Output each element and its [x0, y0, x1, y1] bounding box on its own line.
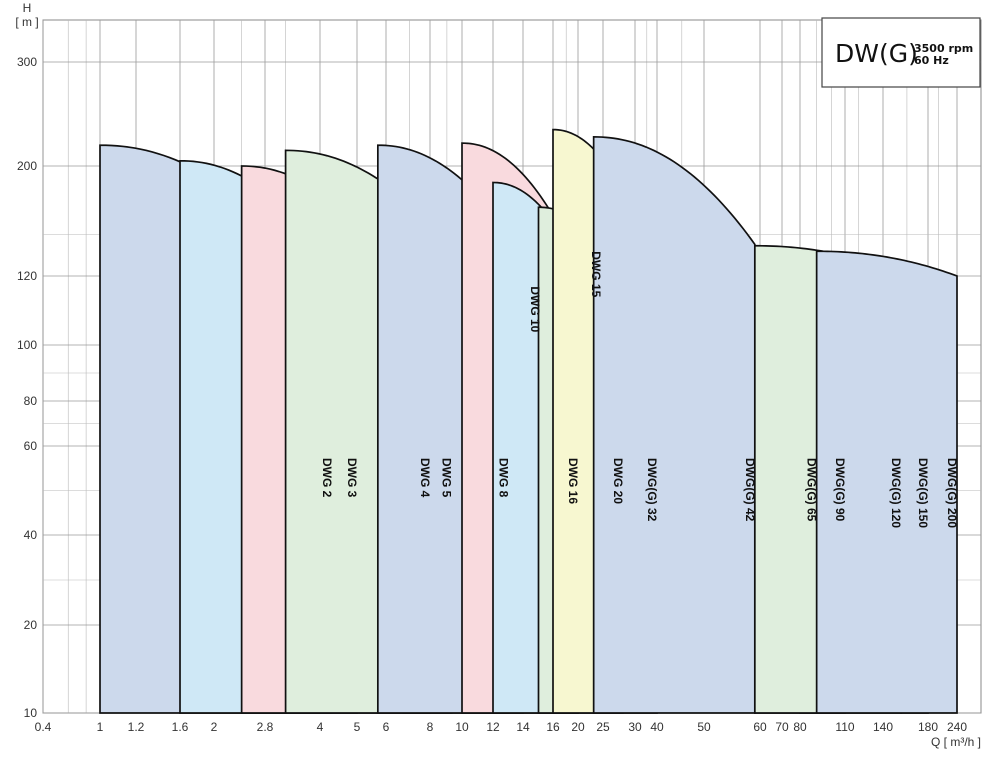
x-tick-label: 180 — [918, 720, 938, 734]
y-tick-label: 80 — [24, 394, 38, 408]
y-tick-label: 10 — [24, 706, 38, 720]
pump-area-dwg-g-42 — [592, 136, 756, 714]
y-tick-label: 120 — [17, 269, 37, 283]
y-tick-label: 100 — [17, 338, 37, 352]
y-tick-label: 200 — [17, 159, 37, 173]
x-tick-label: 60 — [753, 720, 767, 734]
chart-title: DW(G) — [835, 39, 918, 68]
chart-title-box: DW(G) 3500 rpm 60 Hz — [821, 17, 981, 88]
y-tick-label: 300 — [17, 55, 37, 69]
pump-label: DWG 15 — [589, 251, 603, 297]
x-tick-label: 5 — [354, 720, 361, 734]
pump-label: DWG(G) 90 — [833, 458, 847, 522]
pump-curves — [99, 128, 958, 714]
pump-label: DWG(G) 200 — [945, 458, 959, 528]
y-tick-label: 40 — [24, 528, 38, 542]
x-tick-label: 16 — [546, 720, 560, 734]
pump-area-dwg-g-200 — [815, 250, 958, 714]
pump-label: DWG 4 — [418, 458, 432, 498]
y-tick-labels: 10 20 40 60 80 100 120 200 300 — [17, 55, 37, 720]
x-tick-label: 1 — [97, 720, 104, 734]
y-axis-unit: [ m ] — [15, 15, 38, 29]
x-tick-label: 140 — [873, 720, 893, 734]
pump-label: DWG 2 — [320, 458, 334, 498]
pump-label: DWG 8 — [497, 458, 511, 498]
pump-label: DWG 3 — [345, 458, 359, 498]
x-tick-labels: 0.4 1 1.2 1.6 2 2.8 4 5 6 8 10 12 14 16 20 25 30 40 50 60 70… — [35, 720, 968, 734]
pump-label: DWG(G) 42 — [743, 458, 757, 522]
x-tick-label: 2.8 — [257, 720, 274, 734]
pump-label: DWG 20 — [611, 458, 625, 504]
x-tick-label: 50 — [697, 720, 711, 734]
x-tick-label: 1.2 — [128, 720, 145, 734]
x-tick-label: 30 — [628, 720, 642, 734]
x-tick-label: 2 — [211, 720, 218, 734]
pump-label: DWG(G) 32 — [645, 458, 659, 522]
pump-label: DWG 5 — [440, 458, 454, 498]
y-tick-label: 20 — [24, 618, 38, 632]
x-tick-label: 20 — [571, 720, 585, 734]
x-tick-label: 4 — [317, 720, 324, 734]
x-tick-label: 6 — [383, 720, 390, 734]
x-tick-label: 8 — [427, 720, 434, 734]
x-tick-label: 80 — [793, 720, 807, 734]
x-tick-label: 0.4 — [35, 720, 52, 734]
x-tick-label: 1.6 — [172, 720, 189, 734]
pump-label: DWG(G) 150 — [916, 458, 930, 528]
x-tick-label: 14 — [516, 720, 530, 734]
pump-label: DWG(G) 65 — [805, 458, 819, 522]
x-tick-label: 10 — [455, 720, 469, 734]
x-axis-title: Q [ m³/h ] — [931, 735, 981, 749]
chart-title-frequency: 60 Hz — [914, 54, 949, 67]
y-tick-label: 60 — [24, 439, 38, 453]
pump-label: DWG 10 — [528, 286, 542, 332]
x-tick-label: 110 — [835, 720, 854, 734]
x-tick-label: 25 — [596, 720, 610, 734]
pump-labels: DWG 2 DWG 3 DWG 4 DWG 5 DWG 8 DWG 10 DWG 15 DWG… — [320, 251, 959, 528]
x-tick-label: 70 — [775, 720, 789, 734]
pump-label: DWG(G) 120 — [889, 458, 903, 528]
chart-title-speed: 3500 rpm — [914, 42, 973, 55]
x-tick-label: 12 — [486, 720, 500, 734]
y-axis-title: H — [23, 1, 32, 15]
x-tick-label: 240 — [947, 720, 967, 734]
pump-label: DWG 16 — [566, 458, 580, 504]
x-tick-label: 40 — [650, 720, 664, 734]
